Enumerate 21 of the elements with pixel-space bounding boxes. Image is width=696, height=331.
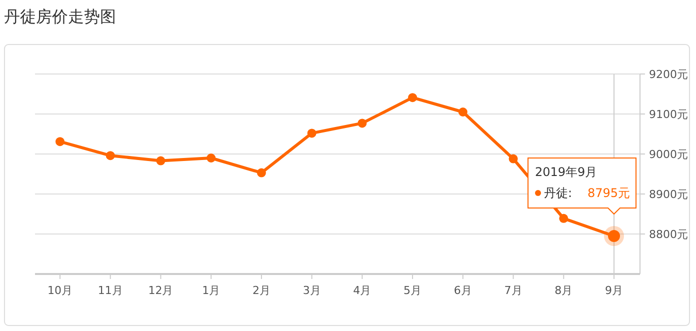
x-tick-label: 11月 — [98, 284, 123, 297]
x-tick-label: 4月 — [353, 284, 372, 297]
chart-title: 丹徒房价走势图 — [4, 7, 116, 26]
y-tick-label: 9000元 — [649, 148, 688, 161]
y-tick-label: 8900元 — [649, 188, 688, 201]
y-tick-label: 8800元 — [649, 228, 688, 241]
y-tick-label: 9200元 — [649, 68, 688, 81]
x-tick-label: 1月 — [202, 284, 220, 297]
x-tick-label: 9月 — [605, 284, 623, 297]
x-tick-label: 2月 — [252, 284, 270, 297]
x-tick-label: 7月 — [504, 284, 522, 297]
annotation: 8795元 — [587, 186, 630, 200]
x-tick-label: 6月 — [454, 284, 472, 297]
x-tick-label: 3月 — [302, 284, 321, 297]
x-tick-label: 10月 — [48, 284, 72, 297]
x-tick-label: 12月 — [148, 284, 174, 297]
annotation: 2019年9月 — [535, 165, 598, 179]
y-tick-label: 9100元 — [649, 108, 688, 121]
x-tick-label: 5月 — [404, 284, 422, 297]
annotation: 丹徒: — [544, 186, 572, 200]
x-tick-label: 8月 — [554, 284, 573, 297]
